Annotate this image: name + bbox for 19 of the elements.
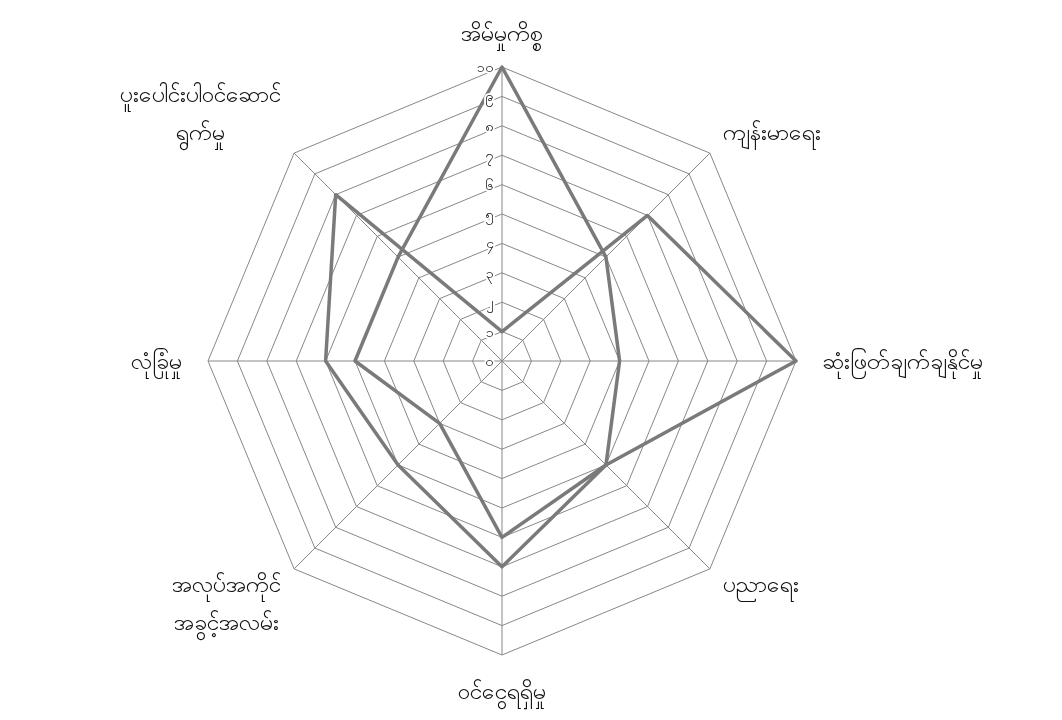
spoke-label: ဆုံးဖြတ်ချက်ချနိုင်မှု [822,348,983,379]
y-tick-label: ၁၀ [477,59,494,75]
y-tick-label: ၅ [485,206,494,225]
spoke-label: အလုပ်အကိုင် အခွင့်အလမ်း [172,570,282,641]
spoke-label: ပညာရေး [722,570,799,602]
spoke-label: ပူးပေါင်းပါဝင်ဆောင် ရွက်မှု [120,81,282,152]
spoke-label: လုံခြုံမှု [131,348,182,379]
y-tick-label: ၃ [486,264,494,284]
y-tick-label: ၀ [485,353,494,369]
y-tick-label: ၄ [486,235,494,255]
spoke-label: ကျန်းမာရေး [722,119,821,151]
spoke-label: အိမ်မှုကိစ္စ [461,20,543,51]
y-tick-label: ၉ [485,88,494,108]
y-tick-label: ၆ [485,176,494,193]
y-tick-label: ၂ [486,294,494,314]
y-tick-label: ၈ [485,117,494,134]
y-tick-label: ၇ [485,147,494,167]
spoke-label: ဝင်ငွေရရှိမှု [458,678,546,710]
y-tick-label: ၁ [486,323,494,340]
